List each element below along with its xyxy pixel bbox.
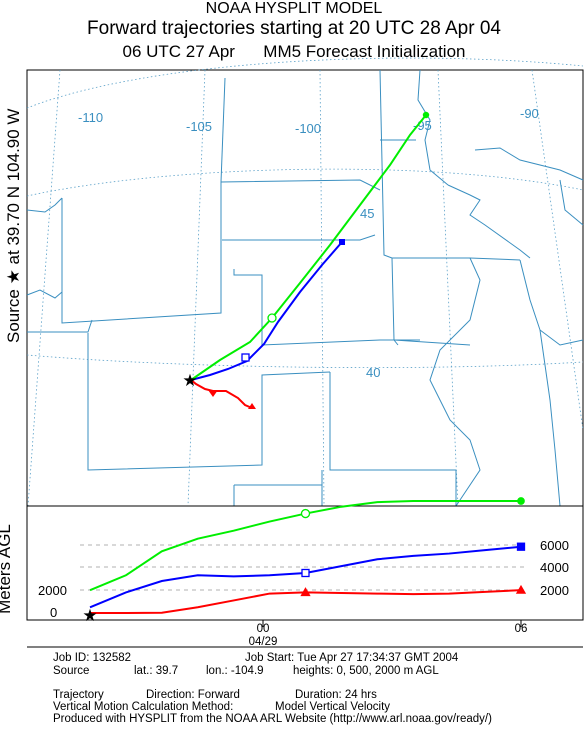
red-marker-24h bbox=[248, 403, 256, 409]
nebraska-top bbox=[222, 234, 376, 241]
mississippi-river bbox=[429, 257, 481, 507]
source-lat: lat.: 39.7 bbox=[134, 665, 179, 677]
source-heights: heights: 0, 500, 2000 m AGL bbox=[293, 665, 439, 677]
map-markers: ★ bbox=[182, 111, 430, 409]
red-marker-12h bbox=[208, 390, 218, 397]
kansas-boundary bbox=[329, 372, 456, 471]
lat-label-45: 45 bbox=[360, 206, 374, 221]
blue-altitude-marker-12h bbox=[301, 568, 310, 578]
wi-boundary bbox=[519, 259, 584, 346]
altitude-series bbox=[89, 497, 527, 614]
lon-line-105 bbox=[187, 69, 206, 507]
forecast-source: MM5 Forecast Initialization bbox=[263, 42, 466, 61]
wyoming-boundary bbox=[61, 179, 381, 324]
blue-marker-12h bbox=[241, 353, 250, 362]
altitude-axis-ticks: 0 2000 2000 4000 6000 bbox=[38, 538, 569, 620]
lon-line-110 bbox=[27, 69, 61, 507]
blue-altitude-marker-24h bbox=[516, 542, 526, 551]
lon-label-100: -100 bbox=[295, 121, 321, 136]
illinois-boundary bbox=[539, 329, 561, 507]
source-star-icon: ★ bbox=[182, 371, 197, 390]
lon-label-105: -105 bbox=[186, 119, 212, 134]
date-label: 04/29 bbox=[249, 636, 278, 648]
iowa-north bbox=[392, 257, 521, 261]
source-lon: lon.: -104.9 bbox=[206, 665, 264, 677]
left-tick-2000: 2000 bbox=[38, 583, 67, 598]
dakota-minnesota-boundary bbox=[379, 69, 399, 346]
utah-boundary bbox=[27, 319, 93, 333]
idaho-utah bbox=[26, 289, 63, 299]
lon-line-90 bbox=[531, 69, 584, 431]
michigan-shore bbox=[559, 179, 584, 226]
job-id: Job ID: 132582 bbox=[53, 652, 132, 664]
job-start: Job Start: Tue Apr 27 17:34:37 GMT 2004 bbox=[245, 652, 459, 664]
mn-wi-boundary bbox=[447, 184, 531, 259]
green-marker-12h bbox=[267, 313, 277, 323]
right-tick-4000: 4000 bbox=[540, 560, 569, 575]
red-trajectory bbox=[190, 379, 253, 409]
graticule bbox=[26, 57, 584, 507]
trajectory-label: Trajectory bbox=[53, 689, 104, 701]
lon-label-95: -95 bbox=[413, 118, 432, 133]
state-boundaries bbox=[26, 69, 584, 507]
red-altitude-marker-12h bbox=[300, 587, 311, 597]
green-altitude-marker-24h bbox=[517, 497, 525, 505]
lat-line-40 bbox=[26, 354, 584, 369]
init-time: 06 UTC 27 Apr bbox=[122, 42, 235, 61]
time-label-06: 06 bbox=[515, 623, 528, 635]
montana-east bbox=[220, 77, 226, 183]
red-altitude-marker-24h bbox=[515, 584, 527, 594]
lon-label-110: -110 bbox=[78, 110, 103, 125]
trajectory-title: Forward trajectories starting at 20 UTC … bbox=[87, 18, 501, 39]
time-label-00: 00 bbox=[257, 623, 270, 635]
lake-superior bbox=[474, 147, 584, 181]
blue-trajectory bbox=[190, 241, 343, 381]
blue-marker-24h bbox=[339, 239, 345, 245]
produced-by: Produced with HYSPLIT from the NOAA ARL … bbox=[53, 713, 492, 725]
vertical-motion-label: Vertical Motion Calculation Method: bbox=[53, 701, 234, 713]
lat-label-40: 40 bbox=[366, 365, 380, 380]
right-tick-6000: 6000 bbox=[540, 538, 569, 553]
lon-line-95 bbox=[437, 69, 459, 507]
nebraska-boundary bbox=[233, 269, 420, 346]
map-labels: -110 -105 -100 -95 -90 45 40 bbox=[78, 106, 539, 380]
green-trajectory bbox=[190, 114, 427, 381]
lat-line-50 bbox=[26, 57, 584, 109]
left-tick-0: 0 bbox=[50, 605, 57, 620]
lon-line-100 bbox=[319, 69, 325, 507]
source-line-label: Source bbox=[53, 665, 90, 677]
map-trajectories bbox=[190, 114, 427, 409]
lon-label-90: -90 bbox=[520, 106, 539, 121]
time-axis: 00 06 04/29 bbox=[249, 620, 528, 648]
altitude-panel-frame bbox=[26, 505, 584, 621]
vertical-method: Model Vertical Velocity bbox=[275, 701, 391, 713]
direction-label: Direction: Forward bbox=[146, 689, 240, 701]
altitude-source-star-icon: ★ bbox=[82, 606, 97, 625]
right-tick-2000: 2000 bbox=[540, 583, 569, 598]
iowa-south bbox=[393, 339, 471, 346]
forecast-subtitle: 06 UTC 27 Apr MM5 Forecast Initializatio… bbox=[0, 42, 588, 62]
duration-label: Duration: 24 hrs bbox=[295, 689, 377, 701]
model-title: NOAA HYSPLIT MODEL bbox=[205, 0, 383, 17]
green-marker-24h bbox=[422, 111, 430, 119]
colorado-boundary bbox=[87, 333, 331, 471]
idaho-boundary bbox=[26, 197, 63, 213]
green-altitude-marker-12h bbox=[300, 508, 311, 519]
lat-line-45 bbox=[26, 168, 584, 197]
mn-west-coast bbox=[417, 69, 449, 186]
